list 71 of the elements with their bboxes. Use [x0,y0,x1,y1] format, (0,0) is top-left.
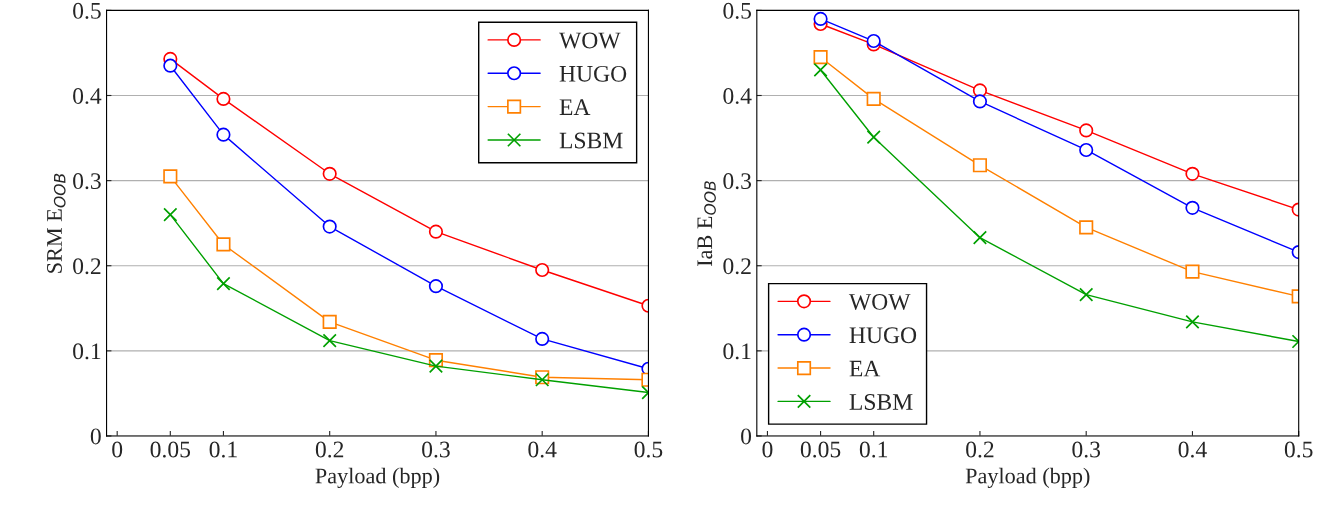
y-axis-title: IaB E$_{OOB}$ [697,181,716,267]
point [972,94,988,109]
x-tick-label: 0.2 [315,441,344,458]
point [1079,220,1094,235]
point [866,33,881,49]
y-tick-label: 0.4 [723,87,752,105]
point [163,58,178,73]
point [972,230,988,245]
y-tick-label: 0.3 [73,173,101,190]
point [322,333,337,348]
y-tick-label: 0.2 [723,258,751,275]
point [216,276,231,291]
legend-label: EA [849,360,881,377]
x-axis-title: Payload (bpp) [965,467,1090,488]
x-tick-label: 0.3 [422,441,450,458]
point [322,314,337,329]
point [428,224,444,239]
y-tick-label: 0 [741,428,752,445]
y-tick-label: 0.3 [723,173,752,190]
y-tick-label: 0.5 [723,2,752,19]
point [322,166,337,181]
legend-label: HUGO [559,65,627,82]
x-tick-label: 0.2 [966,441,994,458]
x-tick-label: 0.4 [528,441,557,458]
point [1185,166,1200,181]
point [1185,314,1200,329]
y-tick-label: 0.5 [73,2,101,19]
y-tick-label: 0.2 [73,258,101,275]
point [1079,123,1094,138]
x-tick-label: 0.05 [800,441,841,458]
point [216,127,231,142]
legend-label: WOW [559,32,621,49]
point [216,91,231,106]
point [866,91,881,106]
point [972,158,988,173]
x-tick-label: 0.1 [209,441,237,458]
legend-label: EA [559,99,591,115]
legend-label: LSBM [559,132,623,149]
point [535,331,550,347]
point [866,130,881,145]
x-tick-label: 0 [762,441,773,458]
point [322,219,337,234]
point [813,62,828,78]
y-tick-label: 0.1 [73,343,101,360]
y-tick-label: 0.1 [723,343,751,360]
point [535,262,550,278]
x-axis-title: Payload (bpp) [315,467,440,488]
point [163,169,178,184]
point [813,11,828,26]
x-tick-label: 0.5 [634,441,663,458]
x-tick-label: 0 [112,441,123,458]
x-tick-label: 0.5 [1284,441,1313,458]
point [1079,142,1094,158]
x-tick-label: 0.3 [1072,441,1101,458]
point [428,279,444,294]
point [1079,287,1094,302]
point [163,207,178,222]
y-axis-title: SRM E$_{OOB}$ [47,173,66,273]
legend-label: HUGO [849,327,917,344]
point [1185,200,1200,215]
point [216,237,231,252]
y-tick-label: 0.4 [73,87,102,105]
point [428,359,444,374]
x-tick-label: 0.4 [1178,441,1207,458]
point [1185,264,1200,279]
y-tick-label: 0 [90,428,101,445]
x-tick-label: 0.1 [859,441,888,458]
x-tick-label: 0.05 [150,441,191,458]
legend-label: LSBM [849,394,913,410]
point [813,50,828,65]
legend-label: WOW [848,293,911,310]
